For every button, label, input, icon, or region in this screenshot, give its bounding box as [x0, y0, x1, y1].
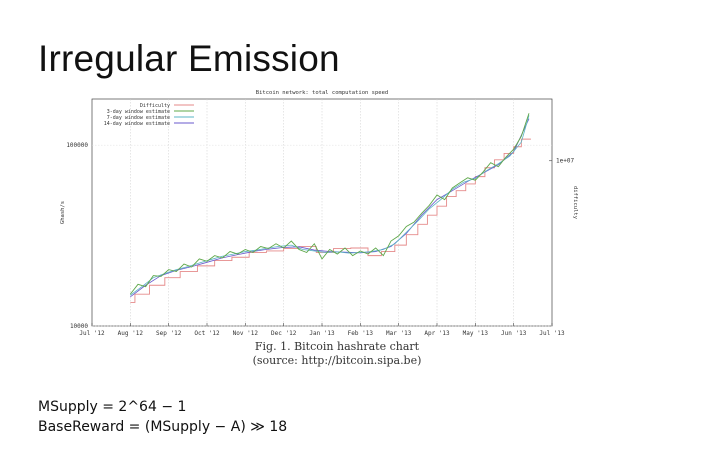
- y-tick-label: 100000: [66, 142, 88, 149]
- legend-label: 3-day window estimate: [107, 109, 170, 115]
- msupply-formula: MSupply = 2^64 − 1: [38, 399, 187, 415]
- y-tick-label: 10000: [70, 323, 88, 330]
- slide-title: Irregular Emission: [38, 38, 340, 79]
- legend-label: Difficulty: [140, 103, 170, 109]
- series-line-3: [130, 118, 530, 298]
- figure-source: (source: http://bitcoin.sipa.be): [252, 354, 422, 367]
- series-line-2: [130, 115, 530, 296]
- x-tick-label: Jul '12: [79, 330, 105, 337]
- x-tick-label: Apr '13: [424, 330, 450, 337]
- x-tick-label: Nov '12: [233, 330, 259, 337]
- figure-caption: Fig. 1. Bitcoin hashrate chart: [254, 340, 420, 353]
- x-tick-label: Dec '12: [271, 330, 297, 337]
- base-reward-formula: BaseReward = (MSupply − A) ≫ 18: [38, 419, 288, 435]
- y2-tick-label: 1e+07: [556, 158, 574, 165]
- x-tick-label: Mar '13: [386, 330, 412, 337]
- legend-label: 7-day window estimate: [107, 115, 170, 121]
- chart-title: Bitcoin network: total computation speed: [256, 90, 388, 96]
- x-tick-label: Sep '12: [156, 330, 182, 337]
- x-tick-label: Jun '13: [501, 330, 527, 337]
- series-line-1: [129, 113, 530, 295]
- x-tick-label: Jul '13: [539, 330, 565, 337]
- x-tick-label: Oct '12: [194, 330, 220, 337]
- x-tick-label: Jan '13: [309, 330, 335, 337]
- x-tick-label: Feb '13: [348, 330, 374, 337]
- legend-label: 14-day window estimate: [104, 121, 170, 127]
- y-axis-label: Ghash/s: [60, 201, 66, 224]
- difficulty-step-line: [130, 138, 531, 303]
- hashrate-chart: Jul '12 Aug '12 Sep '12 Oct '12 Nov '12 Dec '…: [60, 90, 578, 337]
- x-tick-label: Aug '12: [118, 330, 144, 337]
- x-tick-label: May '13: [463, 330, 489, 337]
- y2-axis-label: difficulty: [572, 186, 578, 220]
